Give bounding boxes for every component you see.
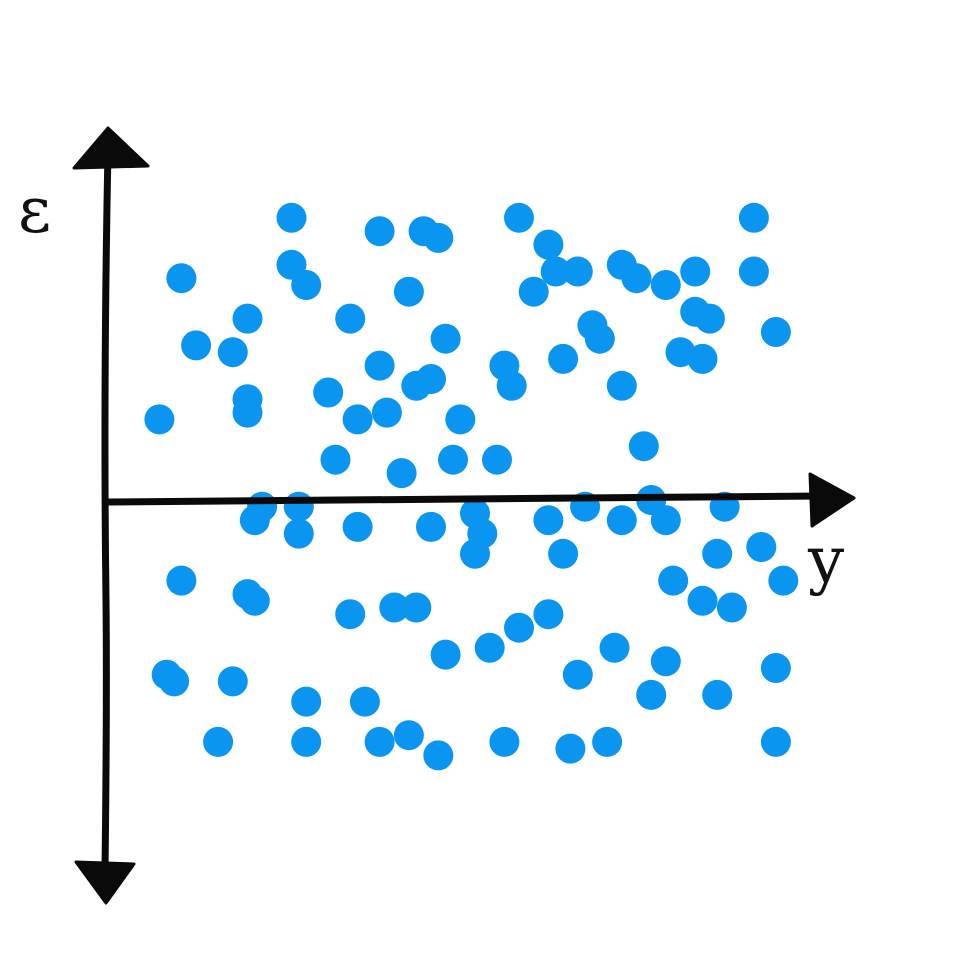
data-point [760,317,791,347]
data-point [283,518,314,549]
data-point [342,511,373,542]
data-point [416,364,446,394]
data-point [438,444,468,475]
data-point [738,256,769,287]
data-point [291,270,322,300]
data-point [746,532,777,562]
y-axis-down-arrow-icon [74,860,136,905]
data-point [401,592,432,623]
x-axis-label: y [807,524,844,598]
data-point [680,296,711,327]
data-point [239,585,270,616]
data-point [636,679,667,710]
data-point [489,726,520,757]
x-axis-right-arrow-icon [808,472,856,528]
data-point [335,599,366,630]
data-point [555,733,586,764]
data-point [621,263,652,294]
data-point [496,370,527,401]
data-point [349,686,380,717]
data-point [159,666,190,697]
y-axis-line [101,146,112,874]
data-point [533,505,564,536]
data-point [371,397,402,428]
data-point [504,612,534,643]
data-point [291,686,322,717]
data-point [430,323,461,354]
data-point [276,202,307,233]
data-point [548,538,579,569]
data-point [364,216,395,247]
data-point [584,323,615,354]
data-point [460,538,490,569]
data-point [217,337,248,368]
data-point [768,565,799,596]
data-point [760,726,791,757]
data-point [738,202,769,233]
data-point [687,343,718,374]
data-point [393,720,424,751]
data-point [320,444,351,475]
data-point [313,377,344,408]
data-point [760,653,791,683]
data-point [562,659,593,690]
data-point [232,303,263,334]
data-point [342,404,373,435]
data-point [606,370,637,401]
data-point [364,726,395,757]
data-point [283,491,314,522]
y-axis-label: ε [18,174,51,248]
data-point [650,646,681,677]
data-point [291,726,322,757]
data-point [680,256,711,287]
x-axis-line [104,492,826,506]
data-point [203,726,234,757]
data-point [687,585,718,616]
data-point [716,592,747,623]
data-point [702,679,733,710]
data-point [650,270,681,300]
data-point [386,458,417,489]
data-point [247,491,278,522]
data-point [335,303,366,334]
data-point [562,256,593,287]
data-point [548,343,579,374]
data-point [364,350,395,381]
data-point [592,726,623,757]
y-axis-up-arrow-icon [72,126,150,170]
data-point [540,256,571,287]
data-point [533,599,564,630]
data-point [423,740,454,771]
data-point [533,229,564,260]
data-point [181,330,212,361]
data-point [416,511,446,542]
data-point [430,639,461,670]
data-point [702,538,733,569]
data-point [482,444,512,475]
data-point [504,202,534,233]
data-point [423,222,454,253]
data-point [393,276,424,307]
data-point [144,404,175,435]
data-point [658,565,689,596]
data-point [217,666,248,697]
data-point [599,632,630,663]
data-point [518,276,549,307]
data-point [166,263,197,294]
data-point [232,397,263,428]
data-points [144,202,799,771]
data-point [445,404,476,435]
data-point [460,498,490,529]
data-point [379,592,410,623]
data-point [628,431,659,462]
data-point [474,632,505,663]
data-point [606,505,637,536]
data-point [166,565,197,596]
